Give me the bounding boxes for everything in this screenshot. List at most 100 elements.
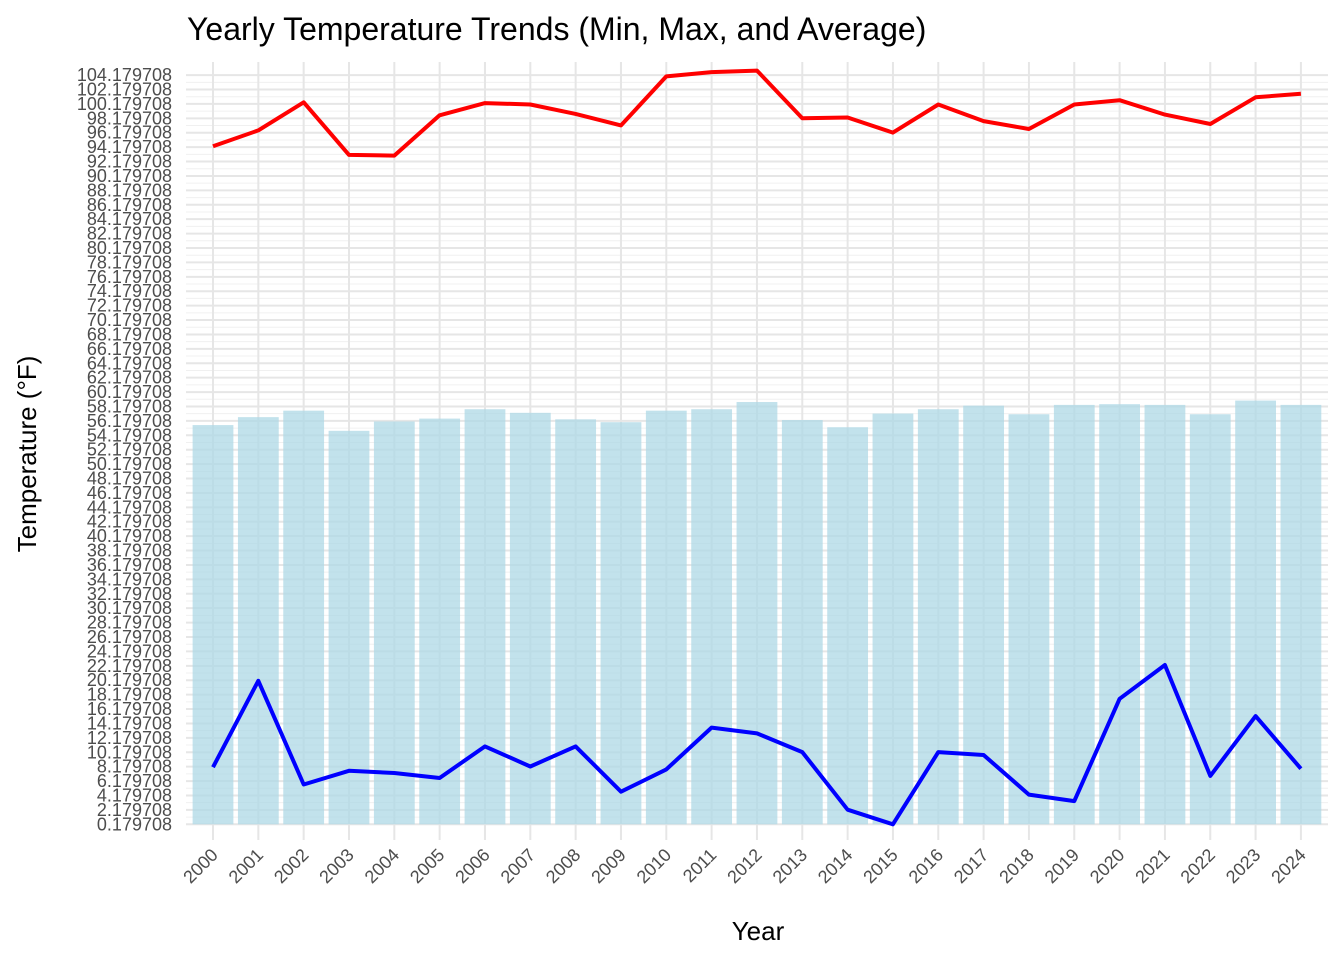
series-line-min xyxy=(211,663,1303,827)
x-tick-label: 2004 xyxy=(361,845,403,887)
y-tick-label: 60.179708 xyxy=(87,382,172,402)
y-tick-label: 90.179708 xyxy=(87,166,172,186)
y-axis-title: Temperature (°F) xyxy=(12,356,42,553)
y-tick-label: 56.179708 xyxy=(87,411,172,431)
y-tick-label: 72.179708 xyxy=(87,296,172,316)
bar-2008 xyxy=(555,419,597,825)
y-tick-label: 88.179708 xyxy=(87,180,172,200)
bar-2015 xyxy=(872,413,914,825)
x-tick-label: 2008 xyxy=(542,845,584,887)
y-tick-label: 50.179708 xyxy=(87,454,172,474)
y-tick-label: 68.179708 xyxy=(87,324,172,344)
x-axis-title: Year xyxy=(732,916,785,946)
bar-2003 xyxy=(328,430,370,825)
y-tick-label: 92.179708 xyxy=(87,152,172,172)
y-tick-label: 66.179708 xyxy=(87,339,172,359)
x-tick-label: 2012 xyxy=(723,845,765,887)
x-tick-label: 2016 xyxy=(905,845,947,887)
x-tick-label: 2002 xyxy=(270,845,312,887)
bar-2009 xyxy=(600,422,642,825)
y-tick-label: 58.179708 xyxy=(87,396,172,416)
y-tick-label: 22.179708 xyxy=(87,656,172,676)
y-tick-label: 42.179708 xyxy=(87,512,172,532)
x-tick-label: 2018 xyxy=(995,845,1037,887)
x-tick-label: 2021 xyxy=(1131,845,1173,887)
y-tick-label: 32.179708 xyxy=(87,584,172,604)
y-tick-label: 102.179708 xyxy=(77,80,172,100)
x-tick-label: 2022 xyxy=(1177,845,1219,887)
bar-2018 xyxy=(1008,414,1050,825)
x-axis-ticks: 2000 2001 2002 2003 2004 2005 2006 2007 2008 2009… xyxy=(179,845,1309,887)
y-tick-label: 38.179708 xyxy=(87,541,172,561)
series-line-max xyxy=(212,68,1302,158)
y-tick-label: 0.179708 xyxy=(97,814,172,834)
y-tick-label: 104.179708 xyxy=(77,65,172,85)
y-tick-label: 16.179708 xyxy=(87,699,172,719)
y-tick-label: 8.179708 xyxy=(97,757,172,777)
bar-2013 xyxy=(781,420,823,825)
bar-2021 xyxy=(1144,404,1186,825)
y-tick-label: 86.179708 xyxy=(87,195,172,215)
y-tick-label: 70.179708 xyxy=(87,310,172,330)
y-tick-label: 36.179708 xyxy=(87,555,172,575)
x-tick-label: 2010 xyxy=(633,845,675,887)
y-tick-label: 64.179708 xyxy=(87,353,172,373)
bar-2005 xyxy=(419,418,461,825)
bar-2006 xyxy=(464,409,506,825)
bar-2019 xyxy=(1053,404,1095,825)
x-tick-label: 2006 xyxy=(451,845,493,887)
x-tick-label: 2007 xyxy=(497,845,539,887)
y-tick-label: 18.179708 xyxy=(87,685,172,705)
bar-2002 xyxy=(283,410,325,825)
y-tick-label: 24.179708 xyxy=(87,641,172,661)
x-tick-label: 2023 xyxy=(1222,845,1264,887)
y-tick-label: 40.179708 xyxy=(87,526,172,546)
bar-2023 xyxy=(1235,400,1276,825)
y-tick-label: 2.179708 xyxy=(97,800,172,820)
y-tick-label: 84.179708 xyxy=(87,209,172,229)
y-tick-label: 26.179708 xyxy=(87,627,172,647)
y-tick-label: 10.179708 xyxy=(87,742,172,762)
bar-2022 xyxy=(1189,414,1231,825)
y-tick-label: 62.179708 xyxy=(87,368,172,388)
x-tick-label: 2013 xyxy=(769,845,811,887)
bars-average xyxy=(192,400,1322,825)
y-tick-label: 80.179708 xyxy=(87,238,172,258)
x-tick-label: 2015 xyxy=(859,845,901,887)
x-tick-label: 2024 xyxy=(1267,845,1309,887)
y-tick-label: 20.179708 xyxy=(87,670,172,690)
y-tick-label: 78.179708 xyxy=(87,252,172,272)
y-tick-label: 28.179708 xyxy=(87,613,172,633)
bar-2016 xyxy=(917,409,959,825)
x-tick-label: 2000 xyxy=(179,845,221,887)
y-tick-label: 52.179708 xyxy=(87,440,172,460)
x-tick-label: 2005 xyxy=(406,845,448,887)
bar-2000 xyxy=(192,425,234,825)
y-tick-label: 100.179708 xyxy=(77,94,172,114)
x-tick-label: 2003 xyxy=(315,845,357,887)
bar-2012 xyxy=(736,402,778,825)
y-tick-label: 12.179708 xyxy=(87,728,172,748)
bar-2017 xyxy=(963,405,1005,825)
bar-2007 xyxy=(509,412,551,825)
y-tick-label: 34.179708 xyxy=(87,569,172,589)
bar-2004 xyxy=(373,421,415,825)
y-tick-label: 76.179708 xyxy=(87,267,172,287)
bar-2024 xyxy=(1280,404,1322,825)
chart-title: Yearly Temperature Trends (Min, Max, and… xyxy=(187,11,926,47)
y-tick-label: 44.179708 xyxy=(87,497,172,517)
bar-2020 xyxy=(1099,404,1140,825)
y-tick-label: 30.179708 xyxy=(87,598,172,618)
x-tick-label: 2014 xyxy=(814,845,856,887)
y-tick-label: 98.179708 xyxy=(87,108,172,128)
bar-2010 xyxy=(645,410,687,825)
y-tick-label: 6.179708 xyxy=(97,771,172,791)
y-tick-label: 48.179708 xyxy=(87,469,172,489)
y-tick-label: 96.179708 xyxy=(87,123,172,143)
y-tick-label: 54.179708 xyxy=(87,425,172,445)
lines xyxy=(211,68,1303,827)
x-tick-label: 2001 xyxy=(225,845,267,887)
y-tick-label: 82.179708 xyxy=(87,224,172,244)
y-tick-label: 74.179708 xyxy=(87,281,172,301)
